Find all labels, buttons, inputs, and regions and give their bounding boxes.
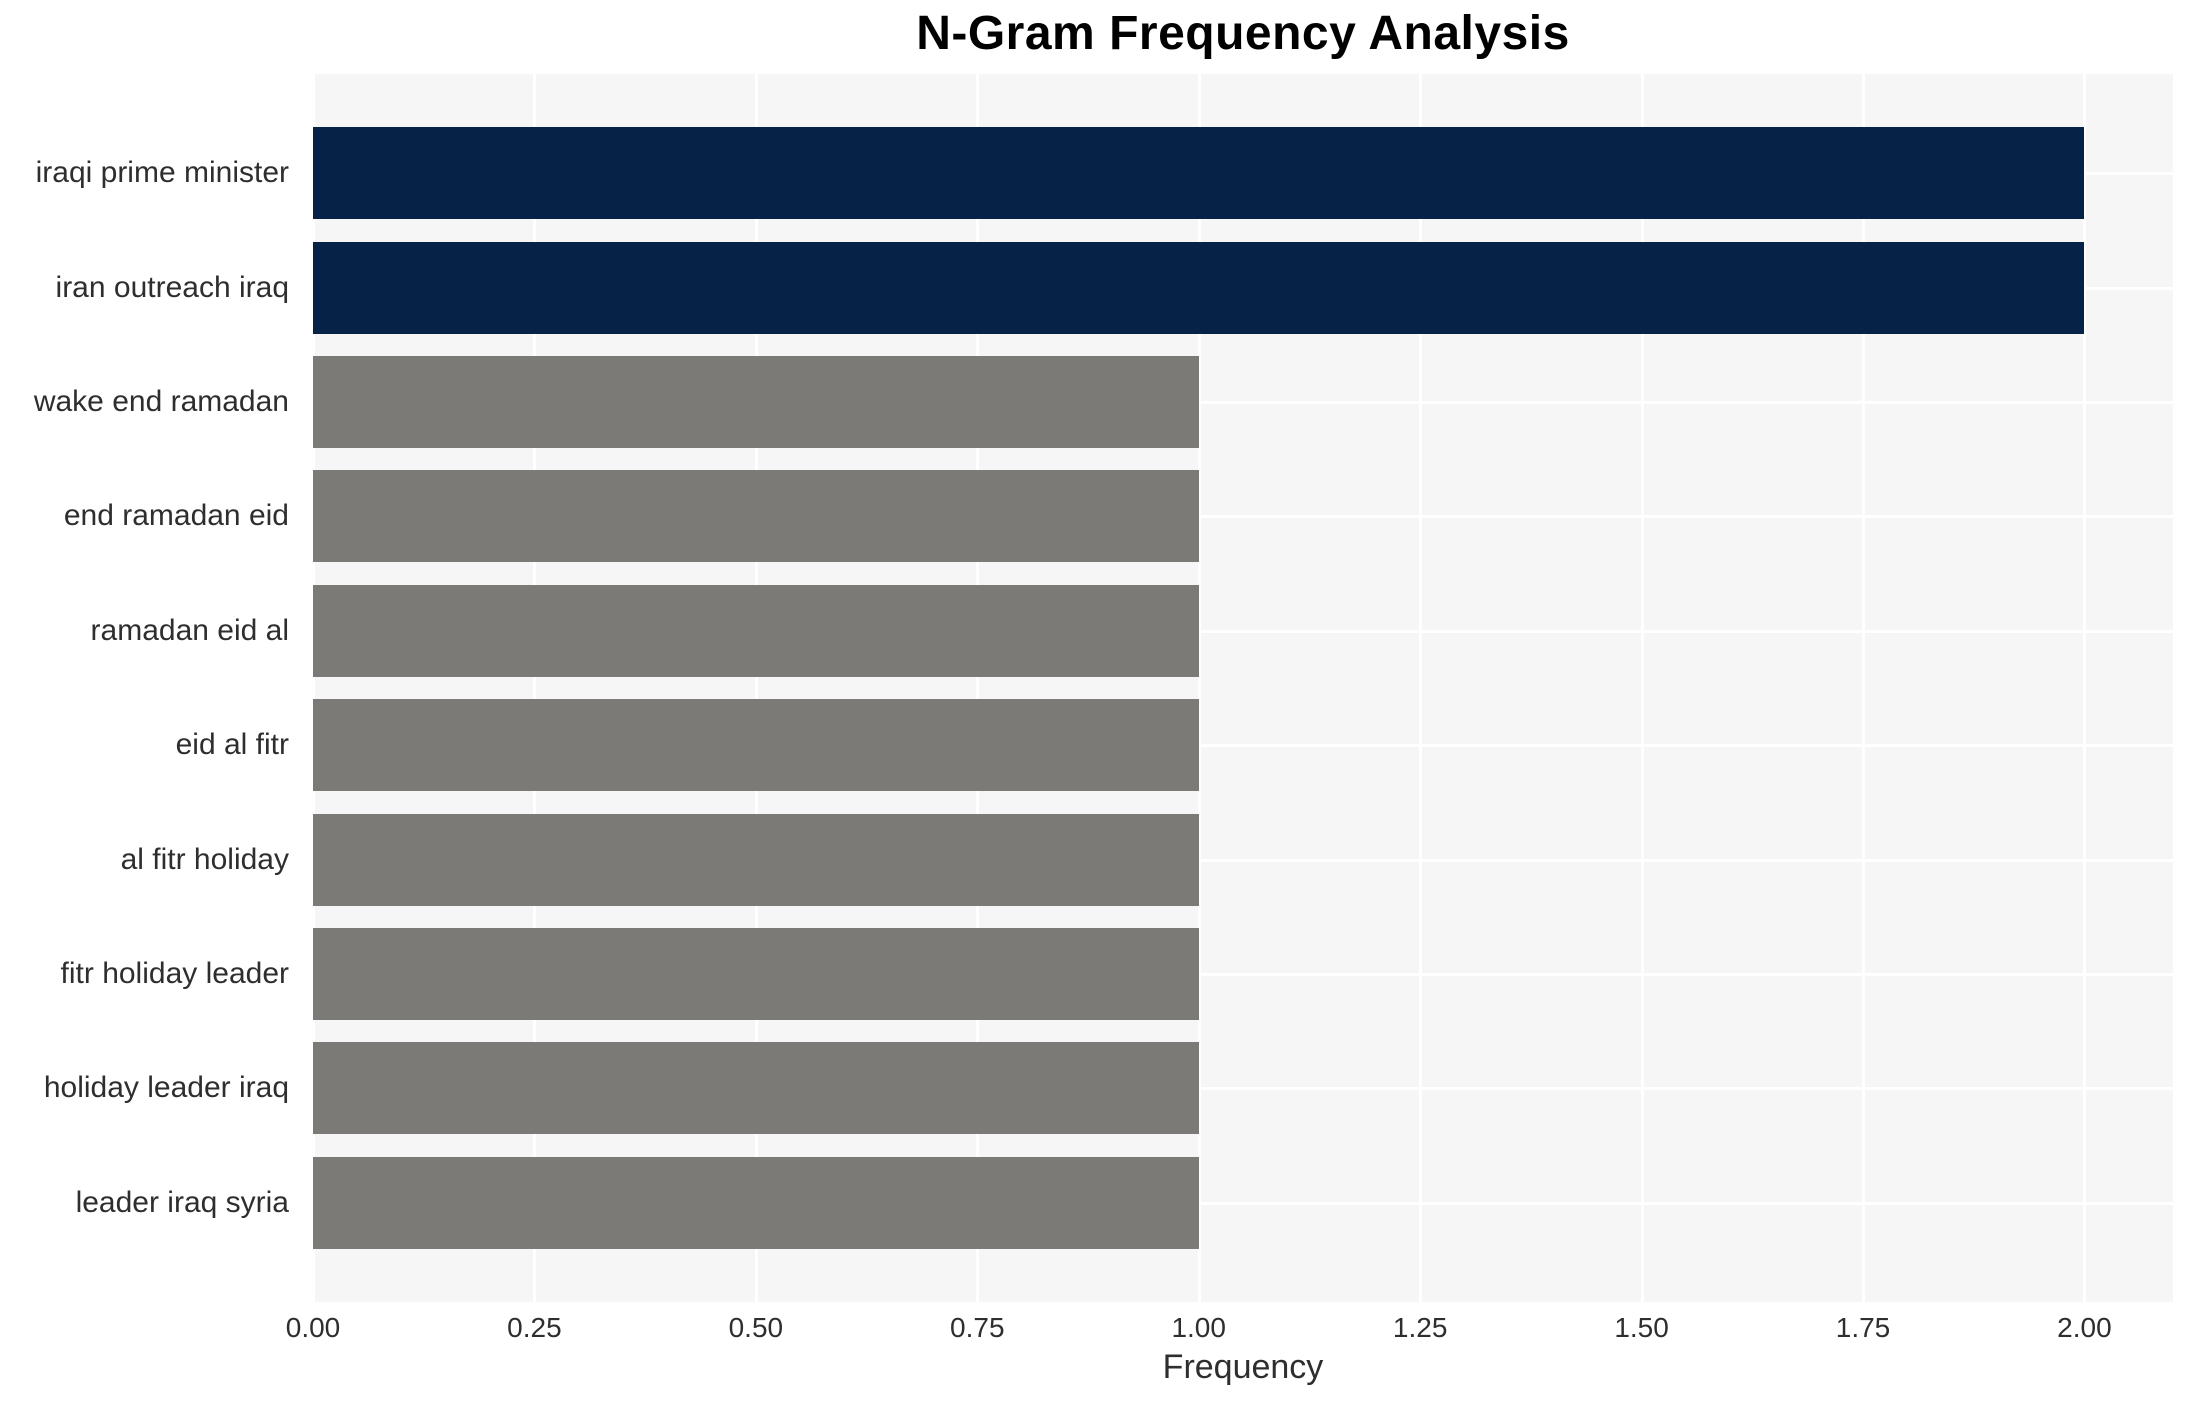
x-axis-tick-label: 0.75 (950, 1312, 1005, 1343)
y-gridline (313, 744, 2173, 748)
bar (313, 1156, 1199, 1249)
y-axis-labels: iraqi prime minister iran outreach iraq wa… (0, 74, 301, 1302)
bar (313, 928, 1199, 1020)
x-axis-tick-label: 0.25 (507, 1312, 562, 1343)
y-axis-label: al fitr holiday (120, 842, 289, 876)
y-axis-label: end ramadan eid (63, 499, 289, 533)
x-gridline (1640, 74, 1644, 1302)
x-axis-tick-label: 1.25 (1392, 1312, 1448, 1343)
bar (313, 470, 1199, 563)
plot-area (312, 74, 2173, 1302)
y-gridline (313, 515, 2173, 519)
x-axis-title: Frequency (1162, 1348, 1324, 1386)
x-axis-tick-label: 0.00 (285, 1312, 341, 1343)
y-axis-label: iran outreach iraq (55, 270, 289, 304)
bar (313, 699, 1199, 792)
y-gridline (313, 401, 2173, 404)
y-axis-label: wake end ramadan (33, 384, 289, 418)
x-axis-tick-label: 0.50 (728, 1312, 784, 1343)
bar (313, 1042, 1199, 1135)
y-axis-label: ramadan eid al (90, 613, 289, 647)
y-gridline (313, 858, 2173, 862)
x-gridline (1419, 74, 1423, 1302)
y-gridline (313, 1087, 2173, 1091)
y-gridline (313, 1201, 2173, 1205)
bar (313, 813, 1199, 906)
x-axis-tick-label: 2.00 (2057, 1312, 2112, 1343)
x-axis-tick-label: 1.75 (1835, 1312, 1891, 1343)
y-axis-label: holiday leader iraq (43, 1071, 289, 1105)
x-gridline (754, 74, 758, 1302)
x-gridline (533, 74, 537, 1302)
bar (313, 356, 1199, 448)
x-gridline (1862, 74, 1865, 1302)
y-gridline (313, 629, 2173, 633)
y-axis-label: fitr holiday leader (60, 956, 289, 990)
y-axis-label: eid al fitr (175, 728, 289, 762)
x-axis-tick-label: 1.50 (1614, 1312, 1669, 1343)
x-gridline (2083, 74, 2087, 1302)
x-gridline (976, 74, 980, 1302)
x-axis-ticks: 0.00 0.25 0.50 0.75 1.00 1.25 1.50 1.75 2.00 (286, 1312, 2173, 1348)
bar (313, 241, 2085, 334)
y-gridline (313, 973, 2173, 976)
x-gridline (1197, 74, 1201, 1302)
y-axis-label: leader iraq syria (75, 1185, 289, 1219)
chart-title: N-Gram Frequency Analysis (916, 7, 1570, 60)
bar (313, 127, 2085, 220)
y-axis-label: iraqi prime minister (35, 156, 289, 190)
x-gridline (312, 74, 315, 1302)
bar (313, 584, 1199, 677)
x-axis-tick-label: 1.00 (1171, 1312, 1226, 1343)
